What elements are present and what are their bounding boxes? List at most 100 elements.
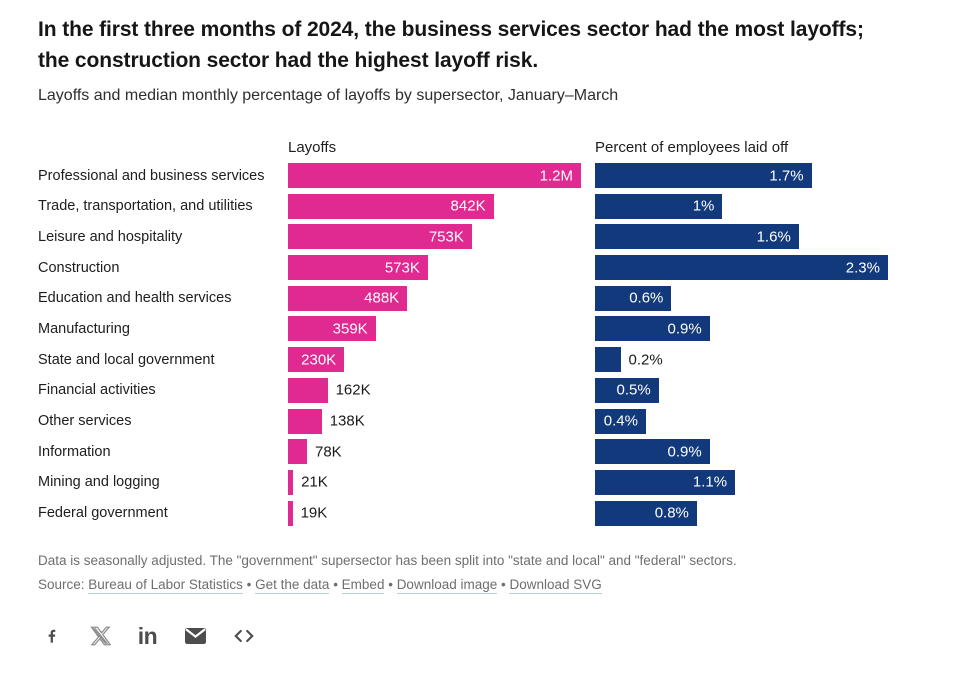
value-label: 1.1% <box>692 473 728 491</box>
chart-row: Construction 573K 2.3% <box>38 255 922 281</box>
chart-row: Other services 138K 0.4% <box>38 408 922 434</box>
layoffs-bar-cell: 78K <box>288 439 595 465</box>
percent-bar-cell: 1% <box>595 193 922 219</box>
layoffs-bar: 78K <box>288 439 342 465</box>
percent-bar-cell: 1.6% <box>595 224 922 250</box>
source-label: Source: <box>38 576 85 592</box>
value-label: 162K <box>335 381 371 399</box>
layoffs-bar-cell: 21K <box>288 469 595 495</box>
source-line: Source: Bureau of Labor Statistics • Get… <box>38 575 922 594</box>
percent-bar-cell: 1.7% <box>595 163 922 188</box>
percent-bar: 0.6% <box>595 285 672 311</box>
layoffs-bar-cell: 753K <box>288 224 595 250</box>
percent-bar-cell: 0.8% <box>595 500 922 526</box>
linkedin-icon[interactable]: in <box>137 622 158 649</box>
value-label: 0.5% <box>616 381 651 399</box>
value-label: 573K <box>384 259 420 277</box>
category-label: Leisure and hospitality <box>38 228 183 245</box>
email-icon[interactable] <box>182 623 209 650</box>
category-label: Trade, transportation, and utilities <box>38 198 253 215</box>
category-label: Mining and logging <box>38 474 160 491</box>
footer-link-embed[interactable]: Embed <box>341 576 385 594</box>
value-label: 0.8% <box>654 504 689 522</box>
value-label: 0.2% <box>628 351 663 369</box>
layoffs-bar: 573K <box>288 255 428 281</box>
chart-row: Financial activities 162K 0.5% <box>38 377 922 403</box>
layoffs-bar-cell: 842K <box>288 193 595 219</box>
value-label: 359K <box>332 320 368 338</box>
value-label: 78K <box>315 443 342 461</box>
chart-rows: Professional and business services 1.2M 1.… <box>38 163 922 526</box>
percent-bar: 1.7% <box>595 163 812 188</box>
percent-bar: 1.6% <box>595 224 799 250</box>
layoffs-dual-bar-chart: Layoffs Percent of employees laid off Pr… <box>38 136 922 526</box>
value-label: 1.7% <box>769 167 804 184</box>
footer-link-download-svg[interactable]: Download SVG <box>509 576 602 594</box>
x-icon[interactable] <box>86 623 113 650</box>
chart-column-headers: Layoffs Percent of employees laid off <box>38 136 922 158</box>
value-label: 230K <box>301 351 337 369</box>
value-label: 0.6% <box>629 289 664 307</box>
chart-footnote: Data is seasonally adjusted. The "govern… <box>38 552 737 568</box>
layoffs-bar: 19K <box>288 500 327 526</box>
footer-link-get-the-data[interactable]: Get the data <box>255 576 330 594</box>
chart-row: Leisure and hospitality 753K 1.6% <box>38 224 922 250</box>
percent-bar-cell: 2.3% <box>595 255 922 281</box>
chart-subtitle: Layoffs and median monthly percentage of… <box>38 87 619 104</box>
category-label: State and local government <box>38 351 215 368</box>
percent-column-header: Percent of employees laid off <box>595 138 789 156</box>
category-label: Financial activities <box>38 382 156 399</box>
percent-bar-cell: 0.4% <box>595 408 922 434</box>
value-label: 0.9% <box>667 320 702 338</box>
value-label: 1.6% <box>756 228 791 246</box>
value-label: 753K <box>428 228 464 246</box>
percent-bar-cell: 0.5% <box>595 377 922 403</box>
chart-row: Manufacturing 359K 0.9% <box>38 316 922 342</box>
link-separator: • <box>497 576 510 592</box>
percent-bar-cell: 0.6% <box>595 285 922 311</box>
chart-row: Professional and business services 1.2M 1.… <box>38 163 922 188</box>
category-label: Information <box>38 443 111 460</box>
chart-row: Education and health services 488K 0.6% <box>38 285 922 311</box>
percent-bar: 1.1% <box>595 469 736 495</box>
chart-row: Information 78K 0.9% <box>38 439 922 465</box>
layoffs-bar: 21K <box>288 469 328 495</box>
percent-bar: 0.9% <box>595 316 710 342</box>
value-label: 21K <box>301 473 328 491</box>
percent-bar: 0.5% <box>595 377 659 403</box>
layoffs-bar-cell: 19K <box>288 500 595 526</box>
category-label: Education and health services <box>38 290 232 307</box>
value-label: 842K <box>450 197 486 215</box>
layoffs-bar: 230K <box>288 347 345 373</box>
chart-page: In the first three months of 2024, the b… <box>38 18 922 650</box>
value-label: 0.4% <box>603 412 638 430</box>
value-label: 1% <box>692 197 715 215</box>
layoffs-bar: 162K <box>288 377 371 403</box>
value-label: 2.3% <box>845 259 880 277</box>
category-label: Professional and business services <box>38 167 265 184</box>
chart-row: State and local government 230K 0.2% <box>38 347 922 373</box>
layoffs-bar: 753K <box>288 224 472 250</box>
footer-link-bureau-of-labor-statistics[interactable]: Bureau of Labor Statistics <box>88 576 243 594</box>
layoffs-bar: 359K <box>288 316 376 342</box>
value-label: 138K <box>329 412 365 430</box>
percent-bar-cell: 1.1% <box>595 469 922 495</box>
layoffs-bar-cell: 573K <box>288 255 595 281</box>
facebook-icon[interactable] <box>38 623 65 650</box>
layoffs-bar-cell: 138K <box>288 408 595 434</box>
category-label: Construction <box>38 259 120 276</box>
layoffs-column-header: Layoffs <box>288 138 337 156</box>
layoffs-bar: 842K <box>288 193 494 219</box>
percent-bar-cell: 0.9% <box>595 439 922 465</box>
embed-code-icon[interactable] <box>230 623 257 650</box>
share-toolbar: in <box>38 623 922 650</box>
footer-link-download-image[interactable]: Download image <box>396 576 498 594</box>
source-links: Bureau of Labor Statistics • Get the dat… <box>88 576 602 594</box>
value-label: 1.2M <box>539 167 573 184</box>
value-label: 0.9% <box>667 443 702 461</box>
link-separator: • <box>384 576 397 592</box>
category-label: Other services <box>38 413 132 429</box>
percent-bar: 1% <box>595 193 723 219</box>
category-label: Manufacturing <box>38 320 130 337</box>
layoffs-bar-cell: 359K <box>288 316 595 342</box>
